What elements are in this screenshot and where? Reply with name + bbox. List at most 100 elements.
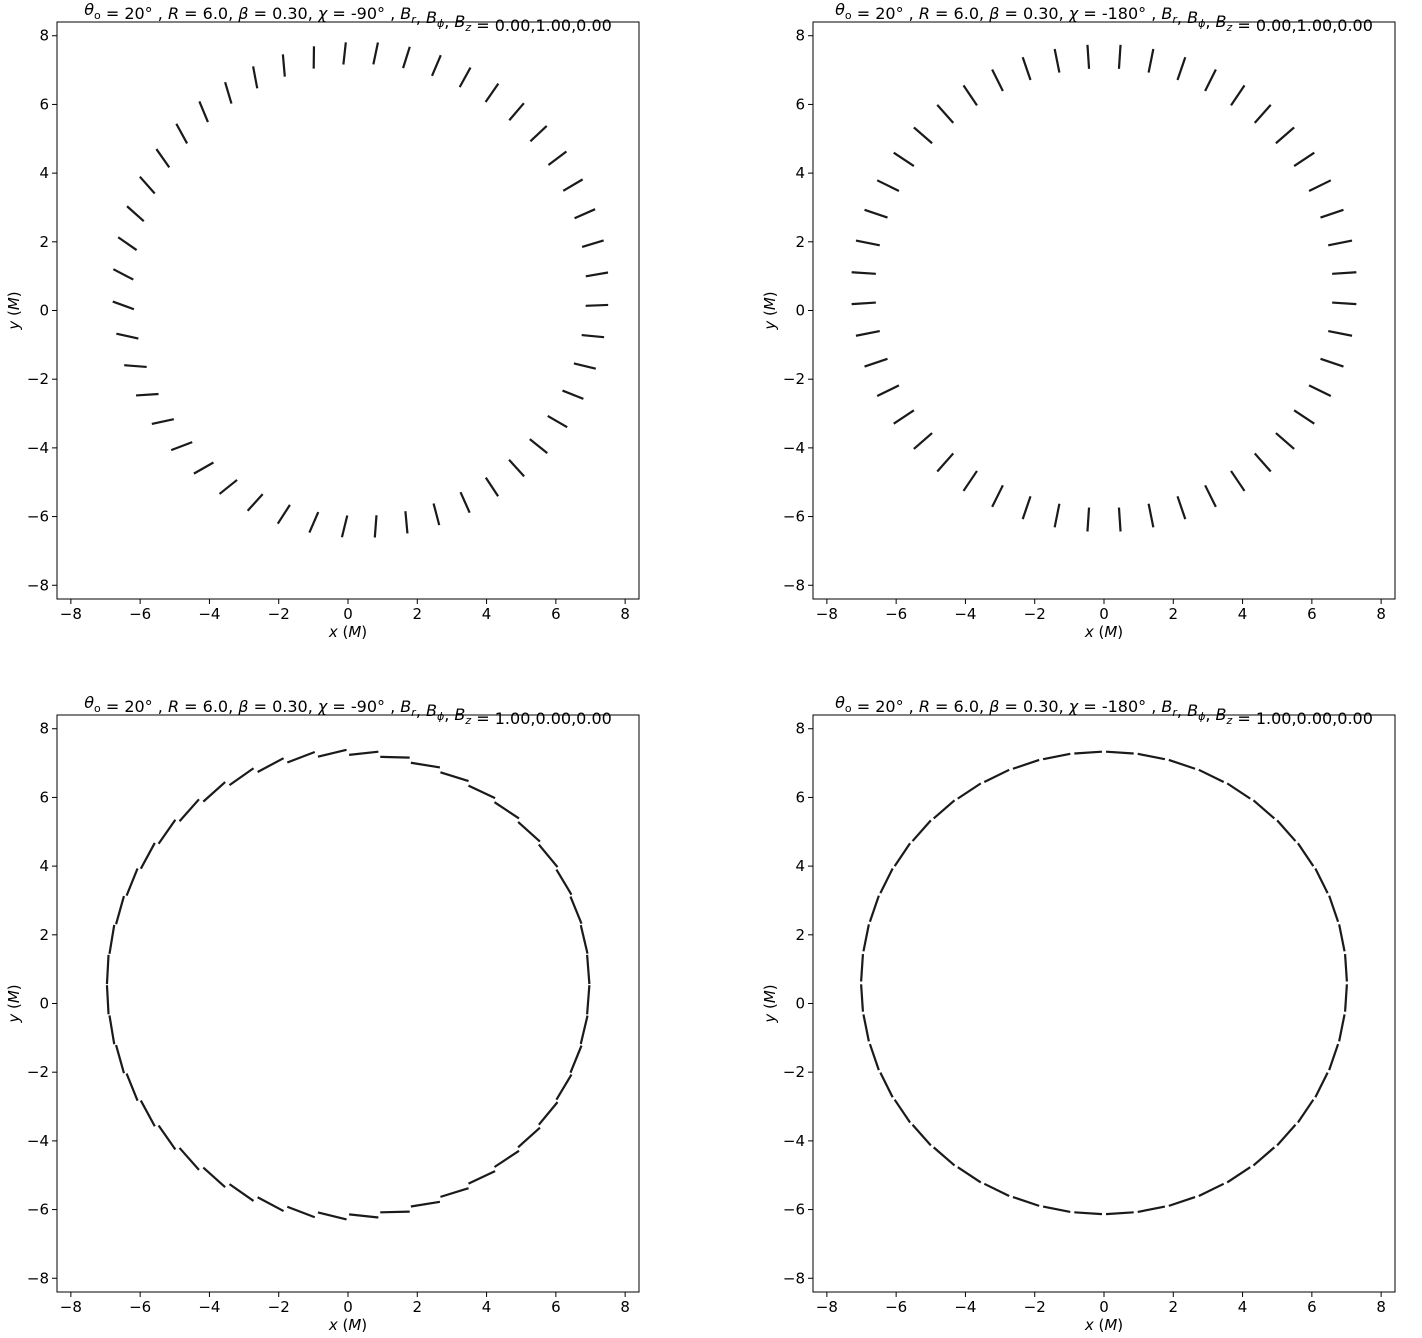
polarization-vector [228,767,255,787]
polarization-vector [440,1187,469,1198]
polarization-vector [962,84,978,107]
polarization-vector [276,504,291,525]
polarization-vector [108,1015,116,1045]
x-axis-label: x (M) [328,1316,367,1334]
y-tick-label: 2 [795,926,805,944]
polarization-vector [1053,48,1061,73]
polarization-vector [440,771,469,783]
polarization-vector [879,868,894,894]
polarization-vector [1328,895,1340,923]
polarization-vector [529,125,548,143]
polarization-vector [962,470,978,492]
polarization-vector [1308,179,1332,192]
y-axis-label: y (M) [761,291,779,330]
polarization-vector [1204,484,1217,508]
polarization-vector [555,1074,573,1101]
plot-frame [812,21,1396,600]
x-tick-label: −6 [885,605,907,623]
polarization-vector [555,868,573,896]
polarization-vector [1012,758,1040,770]
polarization-vector [404,511,409,534]
x-axis-label: x (M) [1084,1316,1123,1334]
polarization-vectors [851,44,1357,532]
polarization-vector [202,1166,226,1188]
x-tick-label: −6 [129,605,151,623]
polarization-vector [1332,271,1357,275]
polarization-vector [1168,1195,1196,1207]
x-tick-label: 8 [1376,605,1386,623]
polarization-vector [991,484,1004,508]
polarization-vector [508,459,525,478]
polarization-vector [862,1014,870,1042]
polarization-vector [1338,924,1346,952]
polarization-vector [1074,750,1103,755]
x-tick-label: −4 [198,1298,220,1316]
polarization-vector [868,895,880,923]
x-tick-label: −4 [954,605,976,623]
polarization-vector [517,1126,541,1149]
chart-title: θo = 20° , R = 6.0, β = 0.30, χ = -90° ,… [84,693,612,728]
polarization-vector [1021,495,1032,520]
polarization-vector [1328,329,1353,337]
polarization-vector [538,1101,559,1126]
polarization-vector [862,924,870,952]
polarization-vector [911,819,932,842]
polarization-vector [1147,503,1155,528]
y-tick-label: 8 [795,720,805,738]
chart-panel-3: θo = 20° , R = 6.0, β = 0.30, χ = -90° ,… [5,693,640,1334]
polarization-vector [1137,1205,1166,1214]
polarization-vector [484,476,500,497]
polarization-vector [932,1146,956,1167]
x-tick-label: −8 [816,1298,838,1316]
polarization-vector [1343,984,1348,1012]
polarization-vector [193,461,214,475]
y-tick-label: 6 [795,95,805,113]
polarization-vector [151,418,175,426]
y-tick-label: −8 [27,576,49,594]
polarization-vector [851,301,876,306]
polarization-vector [126,205,145,223]
polarization-vectors [860,750,1348,1216]
polarization-vectors [105,748,591,1221]
polarization-vector [893,1099,911,1124]
y-tick-label: −4 [27,439,49,457]
polarization-vector [218,479,238,495]
polarization-vector [1320,208,1344,219]
polarization-vector [876,384,900,398]
polarization-vector [936,452,955,473]
polarization-vector [202,781,226,803]
x-tick-label: 4 [482,605,492,623]
y-tick-label: 6 [39,788,49,806]
polarization-vector [585,271,609,278]
polarization-vector [1105,750,1134,755]
y-tick-label: −2 [783,1063,805,1081]
chart-title: θo = 20° , R = 6.0, β = 0.30, χ = -180° … [835,0,1373,35]
polarization-vector [1332,301,1357,306]
polarization-vector [175,123,189,144]
x-tick-label: 4 [1238,1298,1248,1316]
y-tick-label: −8 [27,1269,49,1287]
y-axis-label: y (M) [761,984,779,1023]
y-tick-label: −4 [783,439,805,457]
x-tick-label: 6 [551,1298,561,1316]
polarization-vector [581,333,605,339]
polarization-vector [983,768,1010,783]
polarization-vector [876,179,900,192]
polarization-vector [139,175,156,195]
polarization-vector [1074,1211,1103,1216]
polarization-vector [1343,954,1348,982]
polarization-vector [586,954,591,985]
y-tick-label: −6 [27,508,49,526]
polarization-vector [1176,495,1187,520]
polarization-vector [228,1183,255,1202]
polarization-vector [562,178,584,192]
x-tick-label: 0 [343,1298,353,1316]
polarization-vector [913,432,933,450]
polarization-vector [1053,503,1061,528]
polarization-vector [586,985,591,1015]
polarization-vector [538,843,559,868]
polarization-vector [224,81,233,104]
polarization-vector [348,1213,379,1219]
polarization-vector [257,1196,285,1213]
polarization-vector [579,1015,589,1045]
